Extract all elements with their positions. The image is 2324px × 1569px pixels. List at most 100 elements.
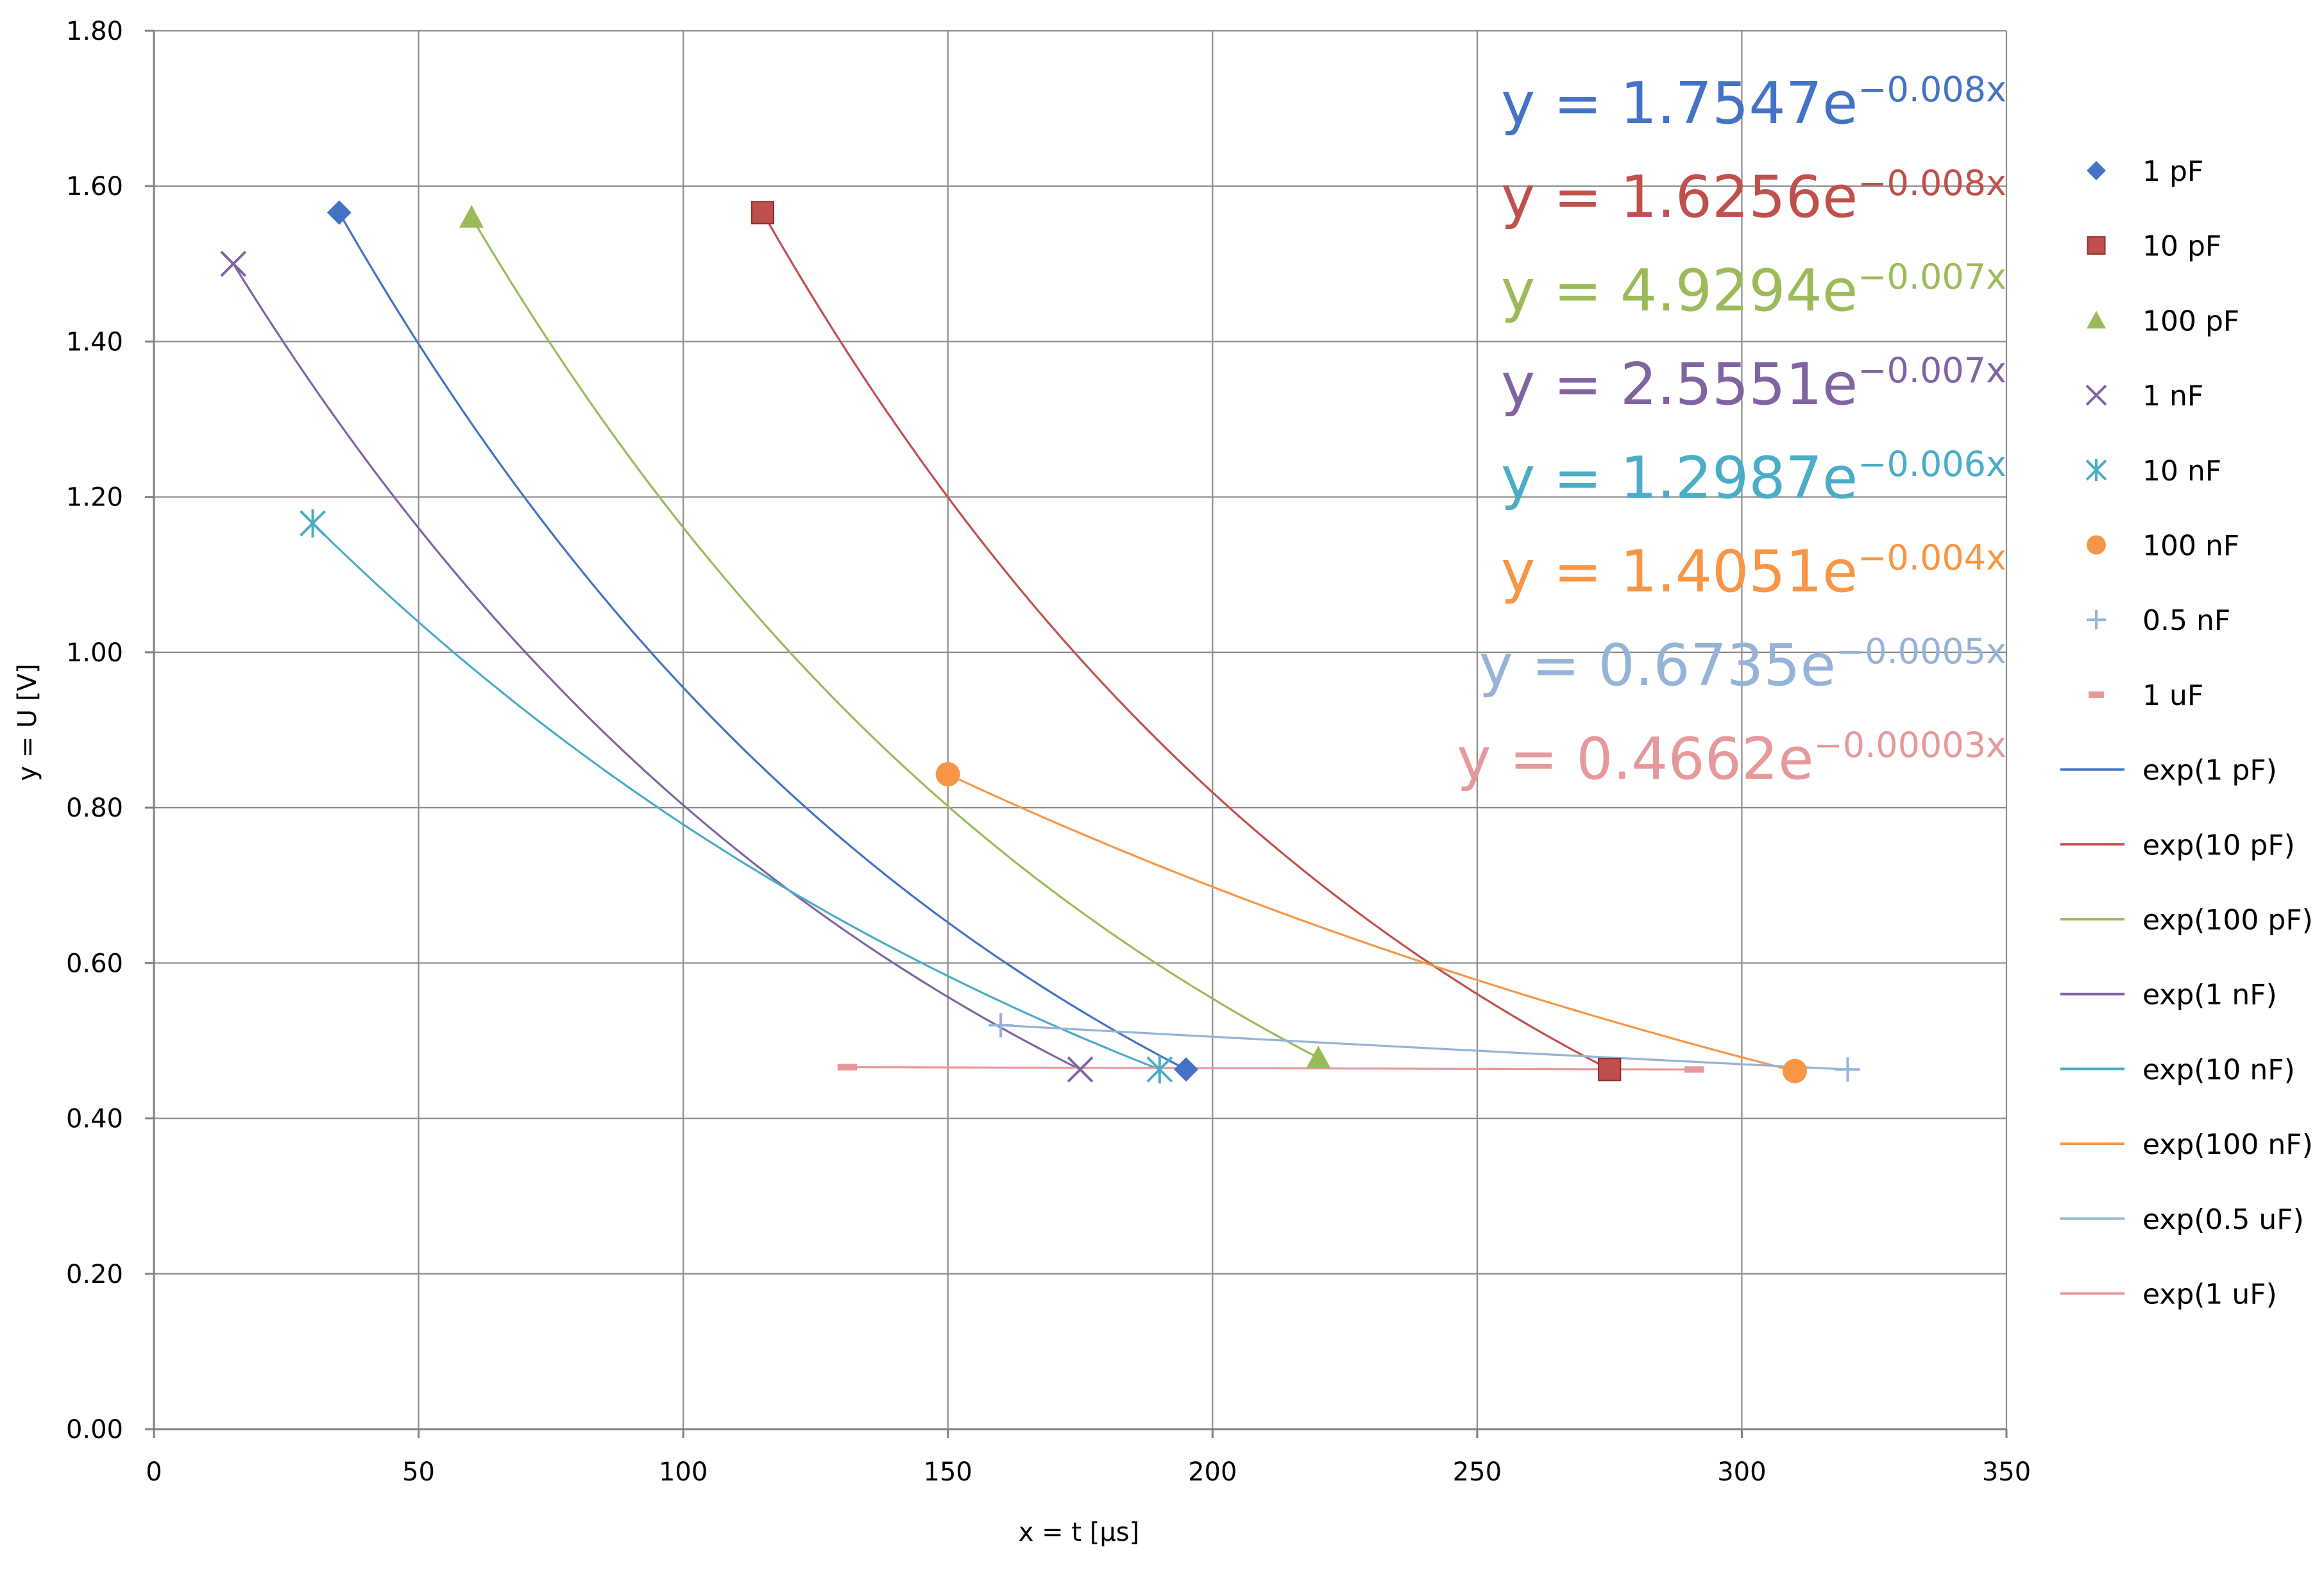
x-tick-label: 300 <box>1717 1457 1766 1487</box>
marker-10-nf-0 <box>300 509 326 538</box>
trendline-equation: y = 1.4051e−0.004x <box>1501 538 2006 606</box>
trendline-exp-0-5-uf <box>1001 1024 1848 1071</box>
y-tick-label: 0.00 <box>66 1415 123 1445</box>
marker-100-nf-1 <box>1782 1058 1807 1083</box>
x-tick-label: 0 <box>146 1457 162 1487</box>
legend-label: exp(100 pF) <box>2142 904 2313 937</box>
legend-key-10-pf <box>2087 236 2106 255</box>
trendline-equation: y = 2.5551e−0.007x <box>1501 350 2006 418</box>
trendline-exp-10-nf <box>312 522 1160 1071</box>
legend-label: exp(0.5 uF) <box>2142 1203 2304 1236</box>
marker-10-pf-0 <box>751 201 775 225</box>
marker-1-uf-1 <box>1684 1066 1704 1073</box>
legend-item-exp-100-pf: exp(100 pF) <box>2060 904 2313 937</box>
legend-label: 10 nF <box>2142 455 2221 488</box>
x-tick-label: 200 <box>1188 1457 1237 1487</box>
x-tick-label: 350 <box>1982 1457 2031 1487</box>
y-tick-label: 0.40 <box>66 1105 123 1134</box>
trendline-equation: y = 1.2987e−0.006x <box>1501 444 2006 512</box>
legend-label: 10 pF <box>2142 230 2221 263</box>
legend-item-exp-10-nf: exp(10 nF) <box>2060 1053 2295 1086</box>
trendlines <box>232 212 1848 1073</box>
trendline-exp-1-uf <box>847 1066 1695 1071</box>
x-tick-label: 150 <box>924 1457 972 1487</box>
trendline-exp-1-nf <box>232 263 1081 1071</box>
equations: y = 1.7547e−0.008x y = 1.6256e−0.008x y = … <box>1457 69 2006 793</box>
legend-item-1-nf: 1 nF <box>2085 380 2203 412</box>
legend-item-exp-0-5-uf: exp(0.5 uF) <box>2060 1203 2304 1236</box>
legend-item-10-nf: 10 nF <box>2085 455 2221 488</box>
trendline-equation: y = 0.6735e−0.0005x <box>1479 631 2006 699</box>
legend-key-1-uf <box>2089 691 2104 698</box>
markers <box>220 200 1860 1084</box>
legend: 1 pF 10 pF 100 pF 1 nF 10 nF 100 nF 0.5 nF 1 uF… <box>2060 155 2313 1311</box>
y-axis-title: y = U [V] <box>13 663 42 781</box>
legend-label: 0.5 nF <box>2142 604 2230 637</box>
marker-100-pf-0 <box>459 205 484 228</box>
y-tick-label: 1.00 <box>66 638 123 668</box>
marker-1-nf-0 <box>220 250 247 277</box>
trendline-exp-100-nf <box>947 773 1795 1073</box>
legend-item-10-pf: 10 pF <box>2087 230 2221 263</box>
x-tick-label: 50 <box>402 1457 435 1487</box>
marker-10-pf-1 <box>1598 1058 1622 1081</box>
legend-key-100-nf <box>2087 535 2106 555</box>
legend-label: exp(1 uF) <box>2142 1278 2277 1311</box>
y-tick-label: 1.20 <box>66 483 123 513</box>
y-tick-label: 1.40 <box>66 327 123 357</box>
y-tick-label: 1.60 <box>66 172 123 201</box>
marker-0-5-nf-1 <box>1835 1057 1860 1082</box>
legend-item-1-pf: 1 pF <box>2087 155 2203 188</box>
legend-item-0-5-nf: 0.5 nF <box>2087 604 2230 637</box>
trendline-equation: y = 1.7547e−0.008x <box>1501 69 2006 137</box>
legend-label: 100 pF <box>2142 305 2239 337</box>
legend-key-1-nf <box>2085 384 2107 406</box>
legend-item-exp-1-uf: exp(1 uF) <box>2060 1278 2277 1311</box>
marker-0-5-nf-0 <box>988 1013 1014 1038</box>
legend-item-100-nf: 100 nF <box>2087 530 2239 563</box>
legend-label: exp(10 nF) <box>2142 1053 2295 1086</box>
legend-key-0-5-nf <box>2087 610 2106 630</box>
legend-label: 100 nF <box>2142 530 2239 563</box>
trendline-exp-1-pf <box>338 212 1187 1071</box>
legend-item-exp-1-nf: exp(1 nF) <box>2060 979 2277 1012</box>
trendline-exp-100-pf <box>470 216 1319 1059</box>
legend-label: exp(1 nF) <box>2142 979 2277 1012</box>
legend-item-100-pf: 100 pF <box>2087 305 2239 337</box>
tick-labels: 0.00 0.20 0.40 0.60 0.80 1.00 1.20 1.40 1.60 1.80… <box>66 17 2031 1487</box>
x-tick-label: 250 <box>1453 1457 1502 1487</box>
legend-label: exp(1 pF) <box>2142 754 2277 787</box>
y-tick-label: 0.60 <box>66 949 123 978</box>
legend-label: 1 uF <box>2142 679 2203 712</box>
legend-key-1-pf <box>2087 161 2106 180</box>
trendline-exp-10-pf <box>761 212 1610 1071</box>
marker-1-pf-0 <box>327 200 352 225</box>
marker-1-uf-0 <box>837 1064 858 1071</box>
trendline-equation: y = 0.4662e−0.00003x <box>1457 725 2006 793</box>
x-axis-title: x = t [µs] <box>1019 1518 1140 1547</box>
marker-1-nf-1 <box>1067 1056 1094 1083</box>
legend-item-exp-1-pf: exp(1 pF) <box>2060 754 2277 787</box>
marker-10-nf-1 <box>1146 1055 1173 1084</box>
legend-label: exp(100 nF) <box>2142 1128 2313 1161</box>
axes <box>145 30 2008 1438</box>
legend-item-exp-100-nf: exp(100 nF) <box>2060 1128 2313 1161</box>
marker-100-nf-0 <box>935 762 960 787</box>
trendline-equation: y = 4.9294e−0.007x <box>1501 257 2006 325</box>
legend-key-100-pf <box>2087 310 2106 329</box>
x-tick-label: 100 <box>659 1457 708 1487</box>
legend-item-exp-10-pf: exp(10 pF) <box>2060 829 2295 861</box>
legend-label: exp(10 pF) <box>2142 829 2295 861</box>
legend-label: 1 pF <box>2142 155 2203 188</box>
legend-key-10-nf <box>2085 459 2107 482</box>
y-tick-label: 0.20 <box>66 1260 123 1289</box>
legend-label: 1 nF <box>2142 380 2203 412</box>
trendline-equation: y = 1.6256e−0.008x <box>1501 163 2006 231</box>
y-tick-label: 1.80 <box>66 17 123 46</box>
marker-100-pf-1 <box>1306 1046 1331 1069</box>
marker-1-pf-1 <box>1174 1057 1199 1082</box>
legend-item-1-uf: 1 uF <box>2089 679 2203 712</box>
y-tick-label: 0.80 <box>66 793 123 823</box>
